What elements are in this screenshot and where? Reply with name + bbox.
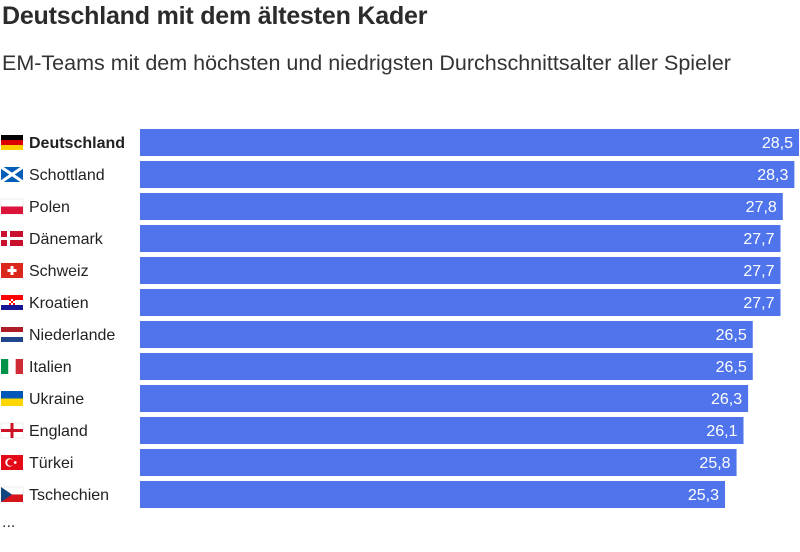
category-label: Ukraine xyxy=(29,391,84,408)
pl-flag-icon xyxy=(0,198,24,215)
category-label: Türkei xyxy=(29,455,73,472)
it-flag-icon xyxy=(1,359,23,374)
category-label: Tschechien xyxy=(29,487,109,504)
chart-title: Deutschland mit dem ältesten Kader xyxy=(2,2,428,30)
bar-row: Dänemark 27,7 xyxy=(1,225,781,252)
value-label: 27,7 xyxy=(743,231,774,248)
bar xyxy=(140,225,781,252)
bar xyxy=(140,353,753,380)
bar-row: Tschechien 25,3 xyxy=(0,481,726,508)
bar xyxy=(140,481,726,508)
value-label: 26,5 xyxy=(716,327,747,344)
bar-row: Ukraine 26,3 xyxy=(1,385,749,412)
bar xyxy=(140,417,744,444)
ua-flag-icon xyxy=(1,391,23,406)
category-label: Kroatien xyxy=(29,295,89,312)
category-label: Polen xyxy=(29,199,70,216)
bar-row: England 26,1 xyxy=(0,417,744,444)
tr-flag-icon xyxy=(1,455,23,470)
chart-subtitle: EM-Teams mit dem höchsten und niedrigste… xyxy=(2,51,731,75)
bar xyxy=(140,161,795,188)
category-label: England xyxy=(29,423,88,440)
bar xyxy=(140,289,781,316)
bar-row: Schottland 28,3 xyxy=(0,161,795,188)
bar-row: Schweiz 27,7 xyxy=(1,257,781,284)
ch-flag-icon xyxy=(1,263,23,278)
value-label: 26,1 xyxy=(706,423,737,440)
eng-flag-icon xyxy=(0,422,24,439)
category-label: Schweiz xyxy=(29,263,89,280)
bar-row: Kroatien 27,7 xyxy=(1,289,781,316)
value-label: 26,5 xyxy=(716,359,747,376)
sco-flag-icon xyxy=(0,165,24,184)
cz-flag-icon xyxy=(0,486,24,502)
value-label: 25,8 xyxy=(699,455,730,472)
bar-row: Niederlande 26,5 xyxy=(1,321,753,348)
bar xyxy=(140,193,783,220)
dk-flag-icon xyxy=(1,231,23,246)
bar xyxy=(140,321,753,348)
category-label: Italien xyxy=(29,359,72,376)
value-label: 27,7 xyxy=(743,263,774,280)
category-label: Schottland xyxy=(29,167,105,184)
bar-row: Deutschland 28,5 xyxy=(1,129,799,156)
category-label: Deutschland xyxy=(29,135,125,152)
bar xyxy=(140,129,799,156)
hr-flag-icon xyxy=(1,295,23,310)
value-label: 26,3 xyxy=(711,391,742,408)
category-label: Niederlande xyxy=(29,327,115,344)
value-label: 25,3 xyxy=(688,487,719,504)
bar xyxy=(140,385,749,412)
bar xyxy=(140,449,737,476)
value-label: 28,5 xyxy=(762,135,793,152)
category-label: Dänemark xyxy=(29,231,104,248)
value-label: 27,8 xyxy=(746,199,777,216)
bar-row: Türkei 25,8 xyxy=(1,449,737,476)
bar xyxy=(140,257,781,284)
bar-row: Polen 27,8 xyxy=(0,193,783,220)
bar-row: Italien 26,5 xyxy=(1,353,753,380)
de-flag-icon xyxy=(1,135,23,150)
value-label: 28,3 xyxy=(757,167,788,184)
footnote: ... xyxy=(2,514,16,531)
nl-flag-icon xyxy=(1,327,23,342)
value-label: 27,7 xyxy=(743,295,774,312)
